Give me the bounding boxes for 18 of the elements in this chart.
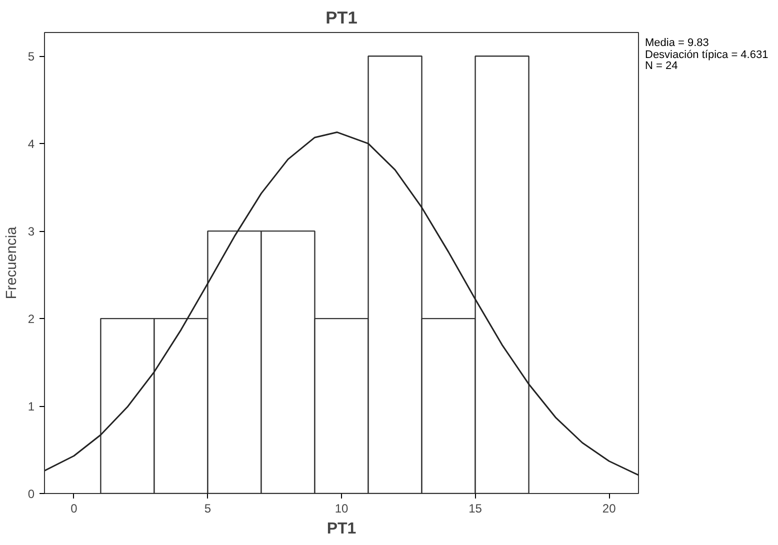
x-tick-label: 15 — [468, 502, 482, 516]
x-axis-title: PT1 — [326, 520, 356, 538]
y-tick-label: 5 — [28, 50, 35, 64]
y-tick-label: 3 — [28, 224, 35, 239]
text: Desviación típica = 4.631 — [645, 48, 768, 61]
x-tick-label: 0 — [70, 502, 78, 516]
chart-title: PT1 — [326, 8, 358, 28]
y-tick-label: 1 — [28, 400, 35, 414]
x-tick-label: 20 — [602, 502, 616, 516]
y-tick-label: 0 — [28, 487, 35, 501]
y-tick-label: 4 — [28, 137, 35, 152]
y-axis-title: Frecuencia — [4, 226, 20, 300]
text: Media = 9.83 — [645, 37, 709, 49]
x-tick-label: 5 — [204, 502, 212, 516]
x-tick-label: 10 — [334, 502, 348, 516]
line-series — [44, 131, 638, 476]
text: N = 24 — [645, 60, 678, 72]
y-tick-label: 2 — [28, 312, 35, 326]
